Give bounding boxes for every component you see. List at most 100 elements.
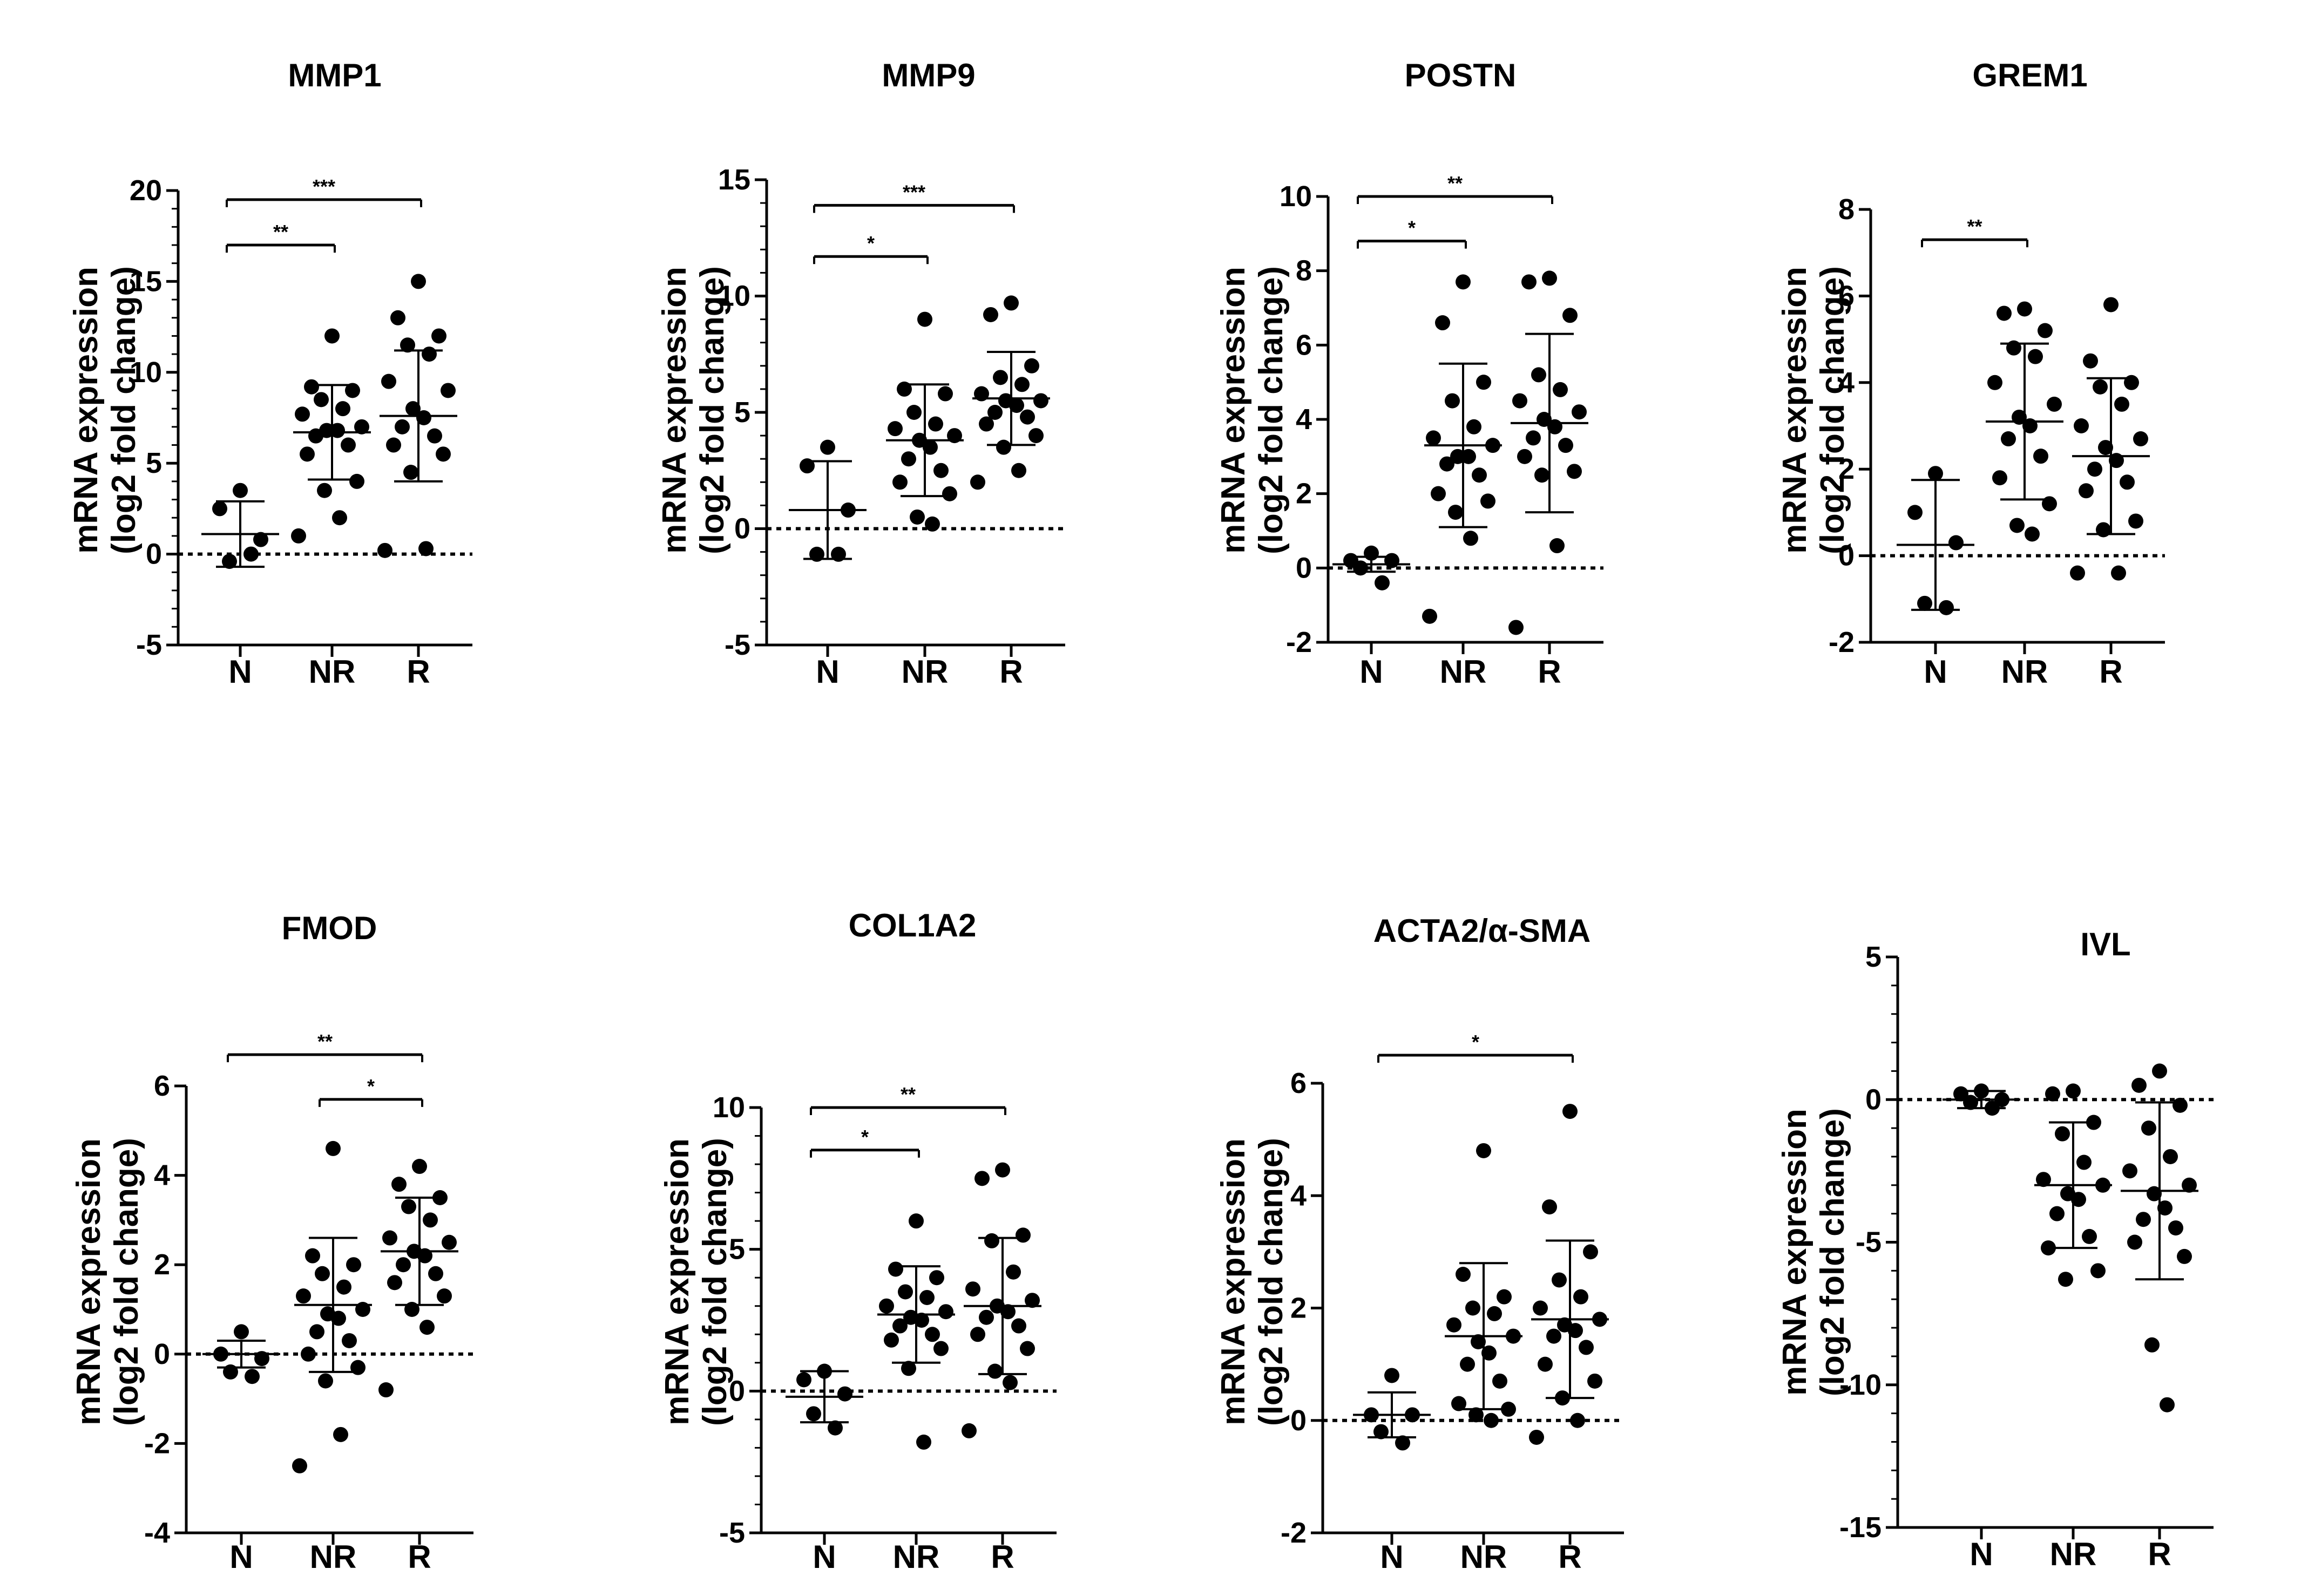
data-point [2087,461,2102,477]
data-point [1534,467,1549,483]
y-tick-label: 10 [130,356,162,389]
chart-title: IVL [2080,926,2130,962]
data-point [1426,430,1441,446]
y-axis-label-line: mRNA expression [1776,1109,1813,1396]
data-point [1568,1323,1583,1339]
y-tick-label: -4 [144,1517,170,1549]
data-point [431,328,446,344]
x-tick-label: NR [893,1539,940,1575]
y-axis-label-line: mRNA expression [659,1138,696,1425]
data-point [2066,1083,2081,1099]
x-tick-label: N [1970,1536,1993,1572]
data-point [1456,274,1471,290]
data-point [1481,1345,1497,1361]
y-axis-label-line: mRNA expression [1215,1138,1252,1425]
data-point [331,1310,346,1326]
data-point [1917,595,1932,611]
y-axis-label-line: (log2 fold change) [108,1138,145,1426]
data-point [1487,1306,1502,1321]
significance-label: ** [901,1083,916,1105]
data-point [245,1369,260,1384]
data-point [2038,323,2053,338]
data-point [2093,379,2108,395]
data-point [1468,1407,1484,1423]
y-axis-label-line: (log2 fold change) [1253,1138,1290,1426]
data-point [436,446,451,462]
data-point [1579,1340,1594,1355]
data-point [428,1266,443,1281]
data-point [317,483,332,498]
data-point [1461,449,1476,464]
y-axis-label: mRNA expression(log2 fold change) [656,266,731,554]
data-point [2074,418,2089,433]
data-point [1450,449,1465,464]
data-point [1992,470,2007,486]
data-point [1987,375,2002,390]
data-point [291,528,306,544]
data-point [390,310,405,325]
y-tick-label: 10 [1280,180,1312,213]
data-point [919,1289,935,1305]
data-point [983,307,998,322]
data-point [1497,1289,1512,1305]
data-point [324,328,340,344]
data-point [1531,367,1546,383]
data-point [1439,456,1454,472]
data-point [1000,1304,1016,1320]
significance-label: * [1408,217,1416,239]
x-tick-label: R [2148,1536,2171,1572]
data-point [386,437,401,453]
y-tick-label: -5 [1856,1226,1882,1259]
data-point [2045,1086,2060,1102]
data-point [884,1332,899,1348]
data-point [987,1363,1003,1379]
x-tick-label: NR [2050,1536,2097,1572]
data-point [1583,1244,1598,1260]
data-point [419,1320,435,1335]
significance-label: ** [1447,172,1463,194]
data-point [315,1266,330,1281]
y-axis-label-line: (log2 fold change) [694,266,731,554]
data-point [1016,1227,1031,1243]
data-point [2071,1192,2086,1207]
data-point [2141,1120,2156,1136]
data-point [898,1284,913,1300]
significance-label: *** [903,181,925,203]
y-axis-label-line: mRNA expression [656,267,693,554]
data-point [1508,620,1524,635]
data-point [341,437,356,453]
data-point [345,383,360,398]
data-point [1492,1373,1507,1389]
data-point [2076,1154,2092,1170]
data-point [979,416,994,432]
data-point [1476,375,1491,390]
x-tick-label: R [1558,1539,1581,1575]
y-tick-label: 0 [1296,552,1312,584]
data-point [437,1288,452,1304]
data-point [906,405,922,420]
y-tick-label: 0 [734,513,750,545]
data-point [400,337,415,353]
data-point [820,439,835,455]
data-point [1501,1401,1516,1417]
y-axis-label-line: mRNA expression [1215,267,1252,554]
data-point [308,428,323,444]
data-point [925,1327,940,1342]
data-point [336,1279,351,1295]
data-point [314,392,329,408]
data-point [1567,464,1582,479]
data-point [909,1213,924,1229]
data-point [1465,1300,1480,1316]
data-point [1384,553,1399,568]
data-point [1011,1318,1026,1334]
y-tick-label: -15 [1839,1511,1882,1544]
data-point [212,501,227,517]
y-tick-label: 10 [713,1091,745,1124]
y-axis-label-line: (log2 fold change) [1253,266,1290,554]
y-tick-label: 2 [154,1248,170,1281]
data-point [2047,396,2062,412]
data-point [304,379,319,395]
y-tick-label: 0 [1838,540,1855,572]
data-point [938,386,953,402]
data-point [974,1171,990,1186]
